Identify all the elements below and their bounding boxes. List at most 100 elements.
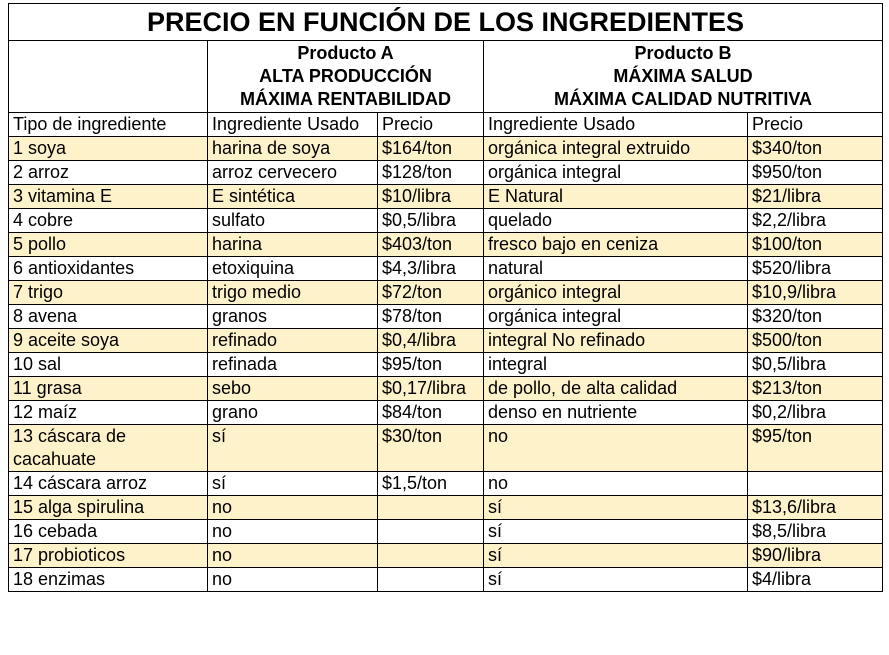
title-row: PRECIO EN FUNCIÓN DE LOS INGREDIENTES [7,3,884,41]
table-cell: $340/ton [746,136,884,161]
table-cell: $0,2/libra [746,400,884,425]
table-row: 9 aceite soya refinado $0,4/libra integral … [8,328,884,353]
product-header: Producto B MÁXIMA SALUD MÁXIMA CALIDAD NUT… [482,40,884,113]
table-cell: $8,5/libra [746,519,884,544]
product-header-line: MÁXIMA SALUD [613,66,753,86]
table-cell: sí [483,543,748,568]
table-cell: $84/ton [377,400,484,425]
table-cell: orgánico integral [483,280,748,305]
table-cell: sí [207,424,378,472]
table-cell: $320/ton [746,304,884,329]
table-cell: sí [207,471,378,496]
table-cell: sebo [207,376,378,401]
table-row: 12 maíz grano $84/ton denso en nutriente $0,… [8,400,884,425]
column-header: Tipo de ingrediente [8,112,208,137]
table-row: 17 probioticos no sí $90/libra [8,543,884,568]
table-cell: $13,6/libra [746,495,884,520]
column-header: Ingrediente Usado [483,112,748,137]
table-cell: $950/ton [746,160,884,185]
table-cell: $0,17/libra [377,376,484,401]
table-cell: $4,3/libra [377,256,484,281]
price-table: PRECIO EN FUNCIÓN DE LOS INGREDIENTES Pr… [7,3,884,592]
product-header-line: MÁXIMA CALIDAD NUTRITIVA [554,89,813,109]
table-cell: 10 sal [8,352,208,377]
table-cell: harina de soya [207,136,378,161]
table-cell: 13 cáscara de cacahuate [8,424,208,472]
table-cell: $95/ton [746,424,884,472]
table-cell: $4/libra [746,567,884,592]
table-row: 10 sal refinada $95/ton integral $0,5/libra [8,352,884,377]
product-header: Producto A ALTA PRODUCCIÓN MÁXIMA RENTABIL… [207,40,484,113]
table-row: 5 pollo harina $403/ton fresco bajo en ceni… [8,232,884,257]
product-header-line: ALTA PRODUCCIÓN [259,66,432,86]
table-cell: 7 trigo [8,280,208,305]
table-cell: 1 soya [8,136,208,161]
table-cell: orgánica integral [483,304,748,329]
table-row: 6 antioxidantes etoxiquina $4,3/libra natur… [8,256,884,281]
table-cell: $10,9/libra [746,280,884,305]
table-cell [377,567,484,592]
table-cell: orgánica integral [483,160,748,185]
table-row: 14 cáscara arroz sí $1,5/ton no [8,471,884,496]
table-cell: 3 vitamina E [8,184,208,209]
table-cell: refinado [207,328,378,353]
table-row: 11 grasa sebo $0,17/libra de pollo, de alta… [8,376,884,401]
table-row: 4 cobre sulfato $0,5/libra quelado $2,2/libr… [8,208,884,233]
product-header-row: Producto A ALTA PRODUCCIÓN MÁXIMA RENTABIL… [8,40,884,113]
table-cell: $78/ton [377,304,484,329]
table-cell: $10/libra [377,184,484,209]
column-header: Ingrediente Usado [207,112,378,137]
table-cell: de pollo, de alta calidad [483,376,748,401]
table-cell: E sintética [207,184,378,209]
table-cell [377,543,484,568]
table-cell: $213/ton [746,376,884,401]
table-cell: sulfato [207,208,378,233]
table-cell: $0,5/libra [746,352,884,377]
table-cell [377,519,484,544]
table-cell: refinada [207,352,378,377]
table-cell: $164/ton [377,136,484,161]
table-cell: $90/libra [746,543,884,568]
table-cell: $30/ton [377,424,484,472]
table-row: 7 trigo trigo medio $72/ton orgánico integr… [8,280,884,305]
table-cell: integral [483,352,748,377]
table-cell: granos [207,304,378,329]
table-cell: $21/libra [746,184,884,209]
table-cell: 18 enzimas [8,567,208,592]
table-cell: no [483,471,748,496]
table-body: PRECIO EN FUNCIÓN DE LOS INGREDIENTES Pr… [7,3,884,592]
column-header: Precio [746,112,884,137]
table-row: 15 alga spirulina no sí $13,6/libra [8,495,884,520]
table-cell: $403/ton [377,232,484,257]
table-cell: grano [207,400,378,425]
table-cell: 14 cáscara arroz [8,471,208,496]
table-cell: 6 antioxidantes [8,256,208,281]
table-cell: harina [207,232,378,257]
table-cell: $100/ton [746,232,884,257]
table-cell: sí [483,519,748,544]
table-cell [377,495,484,520]
table-cell: 8 avena [8,304,208,329]
table-row: 8 avena granos $78/ton orgánica integral $32… [8,304,884,329]
table-cell: $95/ton [377,352,484,377]
table-row: 2 arroz arroz cervecero $128/ton orgánica i… [8,160,884,185]
table-cell: 2 arroz [8,160,208,185]
table-cell: 5 pollo [8,232,208,257]
table-cell: $1,5/ton [377,471,484,496]
table-cell: orgánica integral extruido [483,136,748,161]
table-cell: trigo medio [207,280,378,305]
table-cell: no [207,543,378,568]
table-cell: 16 cebada [8,519,208,544]
table-cell: 9 aceite soya [8,328,208,353]
table-cell: 12 maíz [8,400,208,425]
table-row: 18 enzimas no sí $4/libra [8,567,884,592]
table-title: PRECIO EN FUNCIÓN DE LOS INGREDIENTES [7,3,884,41]
table-cell: fresco bajo en ceniza [483,232,748,257]
column-header: Precio [377,112,484,137]
empty-cell [8,40,208,113]
table-cell [746,471,884,496]
table-cell: etoxiquina [207,256,378,281]
table-cell: 11 grasa [8,376,208,401]
table-cell: E Natural [483,184,748,209]
